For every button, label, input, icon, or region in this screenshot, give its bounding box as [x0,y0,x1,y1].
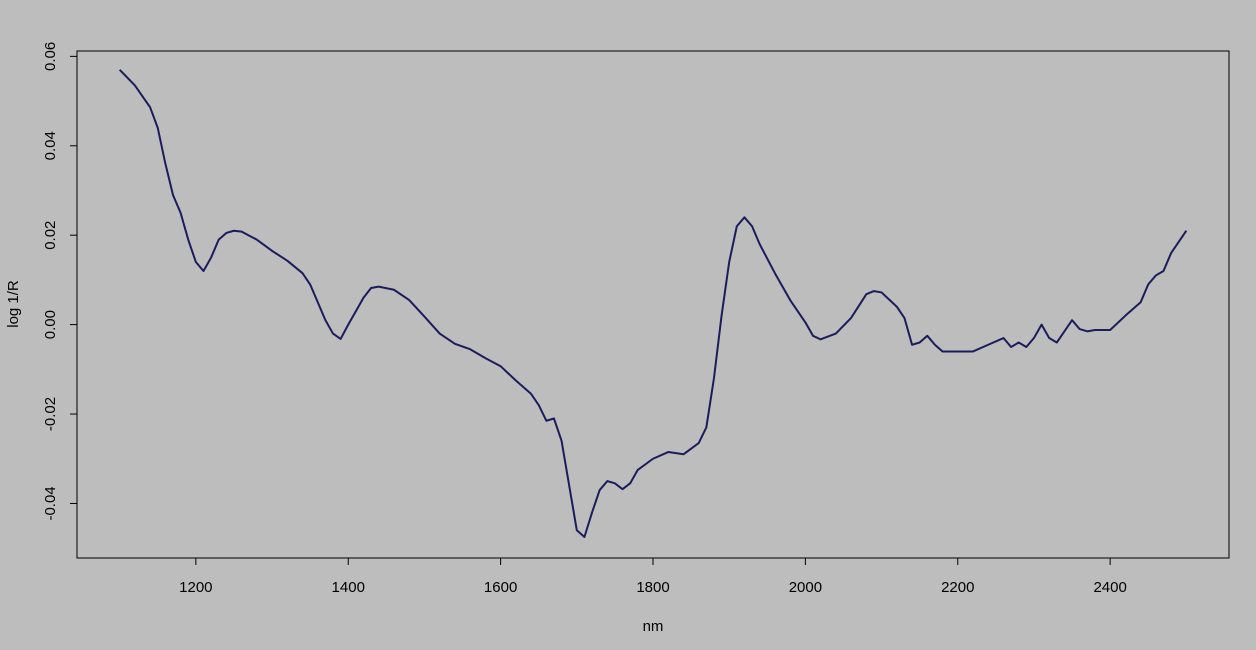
y-axis-label: log 1/R [5,280,22,328]
y-tick-label: -0.04 [42,486,59,520]
y-tick-label: -0.02 [42,397,59,431]
x-axis-label: nm [643,618,664,635]
y-tick-label: 0.04 [42,131,59,160]
x-tick-label: 1600 [484,579,517,596]
x-tick-label: 2000 [789,579,822,596]
x-tick-label: 2400 [1093,579,1126,596]
data-line [118,69,1188,538]
x-tick-label: 1400 [332,579,365,596]
x-tick-label: 1800 [636,579,669,596]
x-tick-label: 1200 [179,579,212,596]
y-tick-label: 0.02 [42,221,59,250]
y-tick-label: 0.00 [42,310,59,339]
x-tick-label: 2200 [941,579,974,596]
y-tick-label: 0.06 [42,42,59,71]
